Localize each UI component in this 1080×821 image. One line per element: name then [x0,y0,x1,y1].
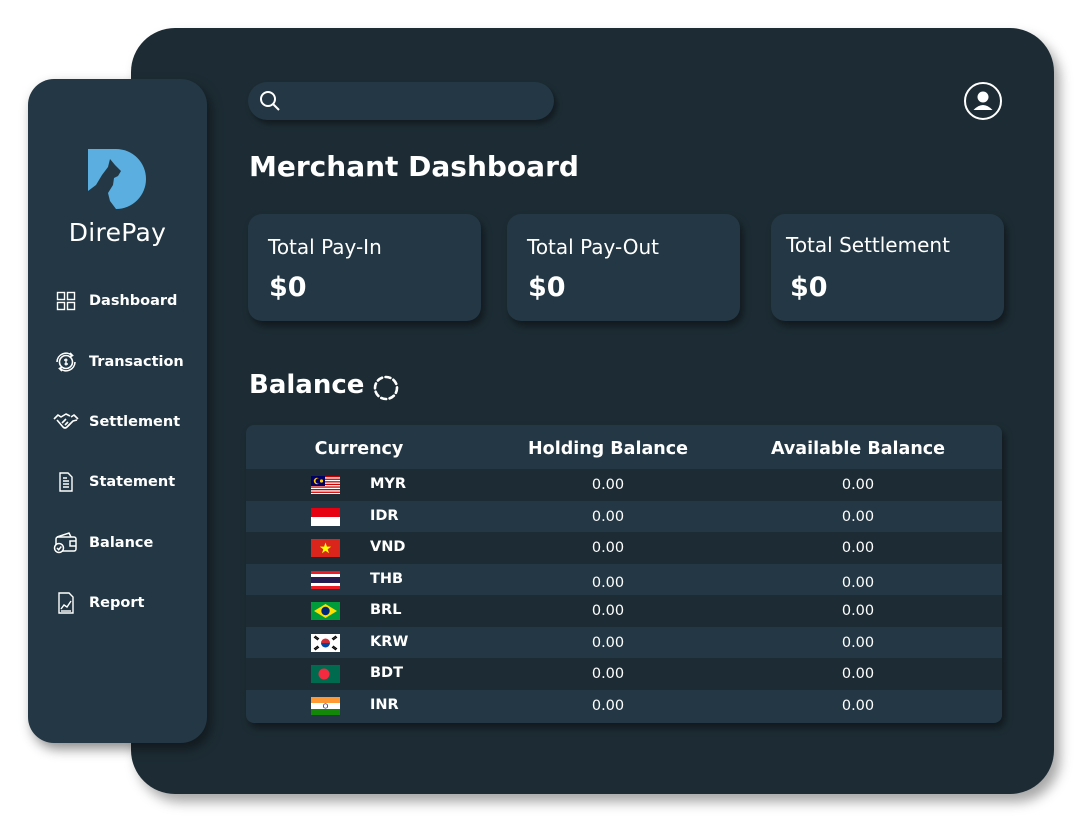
card-label: Total Pay-Out [527,235,660,259]
sidebar-item-balance[interactable]: Balance [52,529,202,557]
total-pay-out-card: Total Pay-Out $0 [507,214,740,321]
total-settlement-card: Total Settlement $0 [771,214,1004,321]
handshake-icon [52,408,80,436]
table-row[interactable]: BRL 0.00 0.00 [246,595,1002,627]
chart-report-icon [52,589,80,617]
sidebar-item-dashboard[interactable]: Dashboard [52,287,202,315]
table-row[interactable]: VND 0.00 0.00 [246,532,1002,564]
sidebar-item-label: Report [89,595,145,611]
available-balance-value: 0.00 [841,540,875,556]
vietnam-flag-icon [311,539,340,557]
holding-balance-value: 0.00 [591,697,625,714]
page-title: Merchant Dashboard [249,150,579,183]
card-value: $0 [269,272,307,303]
sidebar-item-label: Dashboard [89,293,178,309]
sidebar-item-label: Settlement [89,414,181,430]
available-balance-value: 0.00 [841,603,875,619]
currency-code: MYR [370,476,407,492]
card-label: Total Settlement [786,233,950,257]
available-balance-value: 0.00 [841,634,875,651]
holding-balance-value: 0.00 [591,477,625,493]
holding-balance-value: 0.00 [591,666,625,682]
india-flag-icon [311,696,340,715]
available-balance-value: 0.00 [841,477,875,493]
search-icon [260,91,280,111]
sidebar-item-label: Transaction [89,354,184,370]
available-balance-value: 0.00 [841,697,875,714]
currency-code: VND [370,539,406,555]
brazil-flag-icon [311,602,340,620]
user-avatar-icon[interactable] [963,81,1003,121]
brand-name: DirePay [68,218,167,247]
card-value: $0 [528,272,566,303]
currency-code: KRW [370,633,409,650]
balance-table: Currency Holding Balance Available Balan… [246,425,1002,723]
bangladesh-flag-icon [311,665,340,683]
total-pay-in-card: Total Pay-In $0 [248,214,481,321]
available-balance-value: 0.00 [841,574,875,591]
currency-code: IDR [370,507,399,524]
card-label: Total Pay-In [268,235,382,259]
table-row[interactable]: MYR 0.00 0.00 [246,469,1002,501]
sidebar-item-transaction[interactable]: Transaction [52,348,202,376]
grid-icon [52,287,80,315]
wallet-icon [52,529,80,557]
available-balance-value: 0.00 [841,508,875,525]
search-bar[interactable] [248,82,554,120]
available-balance-value: 0.00 [841,666,875,682]
column-header-currency: Currency [314,439,404,459]
sidebar-item-report[interactable]: Report [52,589,202,617]
sidebar-item-label: Balance [89,535,154,551]
balance-title: Balance [249,370,365,400]
south-korea-flag-icon [311,633,340,652]
thailand-flag-icon [311,570,340,589]
malaysia-flag-icon [311,476,340,494]
holding-balance-value: 0.00 [591,634,625,651]
table-row[interactable]: BDT 0.00 0.00 [246,658,1002,690]
indonesia-flag-icon [311,507,340,526]
search-input[interactable] [288,87,542,117]
holding-balance-value: 0.00 [591,540,625,556]
table-row[interactable]: THB 0.00 0.00 [246,563,1002,595]
table-row[interactable]: IDR 0.00 0.00 [246,500,1002,532]
column-header-holding-balance: Holding Balance [528,439,688,459]
refresh-icon[interactable] [371,373,401,403]
sidebar-item-settlement[interactable]: Settlement [52,408,202,436]
holding-balance-value: 0.00 [591,574,625,591]
column-header-available-balance: Available Balance [770,439,946,459]
document-icon [52,468,80,496]
holding-balance-value: 0.00 [591,603,625,619]
sidebar-item-label: Statement [89,474,176,490]
currency-code: BRL [370,602,402,618]
coin-exchange-icon [52,348,80,376]
direpay-logo-icon [88,149,146,209]
currency-code: BDT [370,665,403,681]
sidebar-item-statement[interactable]: Statement [52,468,202,496]
card-value: $0 [790,272,828,303]
currency-code: INR [370,696,399,713]
holding-balance-value: 0.00 [591,508,625,525]
currency-code: THB [370,570,404,587]
table-row[interactable]: KRW 0.00 0.00 [246,626,1002,658]
sidebar: DirePay Dashboard Transaction [28,79,207,743]
table-row[interactable]: INR 0.00 0.00 [246,689,1002,721]
